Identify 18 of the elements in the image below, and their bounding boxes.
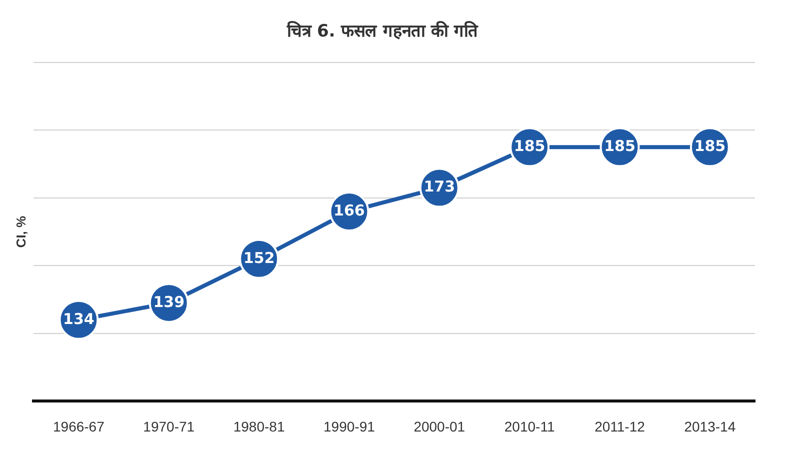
x-tick-label: 1970-71 (143, 418, 195, 434)
x-tick-label: 2013-14 (684, 418, 736, 434)
data-label: 152 (243, 248, 275, 267)
chart-title: चित्र 6. फसल गहनता की गति (286, 20, 479, 42)
data-label: 185 (514, 136, 546, 155)
data-label: 139 (153, 292, 185, 311)
x-tick-label: 1966-67 (52, 418, 105, 434)
y-axis-title: CI, % (13, 215, 28, 248)
data-label: 166 (334, 201, 365, 220)
data-label: 134 (63, 310, 94, 328)
x-tick-label: 2000-01 (414, 418, 466, 434)
data-label: 173 (424, 178, 456, 196)
x-tick-label: 1980-81 (233, 418, 285, 434)
data-label: 185 (604, 136, 636, 155)
x-tick-label: 2011-12 (594, 418, 646, 434)
x-tick-label: 2010-11 (504, 418, 555, 434)
data-label: 185 (694, 136, 726, 155)
x-tick-label: 1990-91 (324, 418, 376, 434)
